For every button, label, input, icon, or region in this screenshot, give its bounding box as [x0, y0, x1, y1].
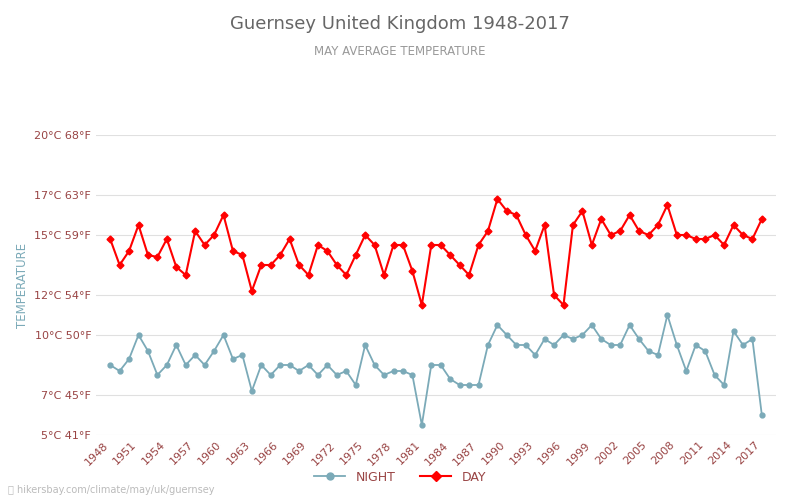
Line: NIGHT: NIGHT	[108, 312, 764, 428]
Text: MAY AVERAGE TEMPERATURE: MAY AVERAGE TEMPERATURE	[314, 45, 486, 58]
NIGHT	[417, 422, 426, 428]
NIGHT	[379, 372, 389, 378]
NIGHT	[106, 362, 115, 368]
NIGHT	[682, 368, 691, 374]
Text: ⓘ hikersbay.com/climate/may/uk/guernsey: ⓘ hikersbay.com/climate/may/uk/guernsey	[8, 485, 214, 495]
DAY	[682, 232, 691, 238]
DAY	[257, 262, 266, 268]
NIGHT	[190, 352, 200, 358]
DAY	[106, 236, 115, 242]
Y-axis label: TEMPERATURE: TEMPERATURE	[16, 242, 29, 328]
NIGHT	[474, 382, 483, 388]
DAY	[190, 228, 200, 234]
Legend: NIGHT, DAY: NIGHT, DAY	[309, 466, 491, 489]
Text: Guernsey United Kingdom 1948-2017: Guernsey United Kingdom 1948-2017	[230, 15, 570, 33]
DAY	[417, 302, 426, 308]
NIGHT	[257, 362, 266, 368]
DAY	[379, 272, 389, 278]
NIGHT	[304, 362, 314, 368]
DAY	[304, 272, 314, 278]
NIGHT	[662, 312, 672, 318]
DAY	[493, 196, 502, 202]
Line: DAY: DAY	[108, 196, 764, 308]
DAY	[757, 216, 766, 222]
DAY	[474, 242, 483, 248]
NIGHT	[757, 412, 766, 418]
